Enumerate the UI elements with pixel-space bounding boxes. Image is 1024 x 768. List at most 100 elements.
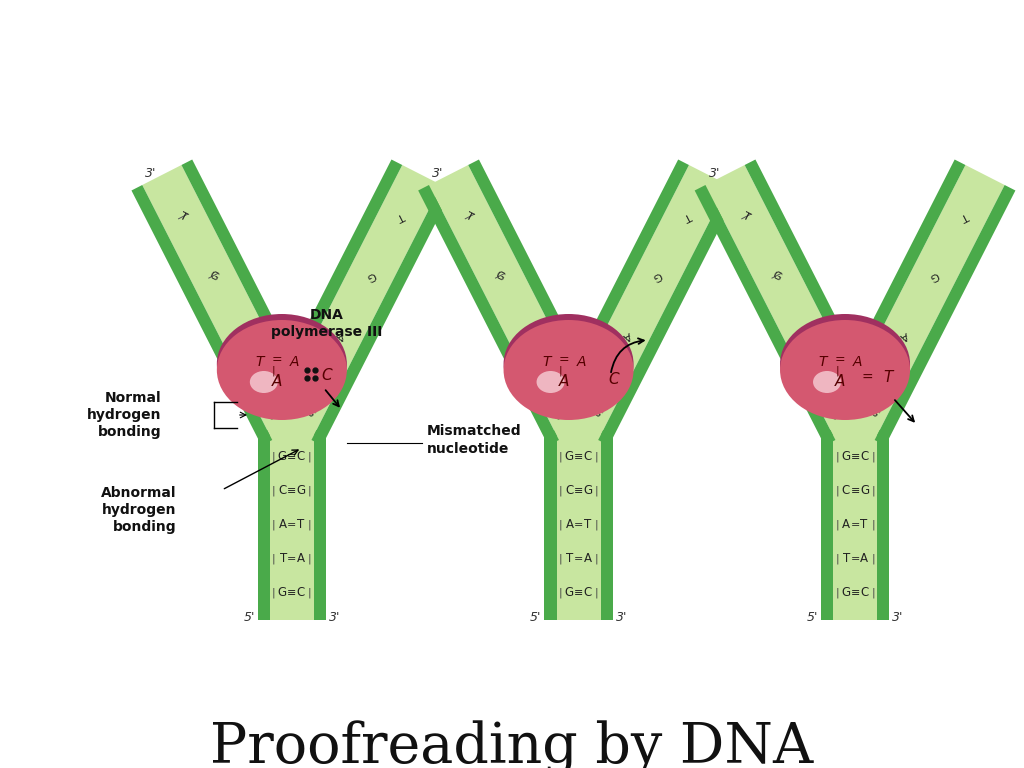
Text: G: G — [841, 587, 850, 600]
Text: G: G — [584, 485, 593, 498]
Text: |: | — [272, 588, 275, 598]
Text: =: = — [835, 353, 846, 366]
Text: T: T — [178, 210, 188, 223]
Text: |: | — [871, 588, 874, 598]
Text: G: G — [928, 270, 940, 282]
Polygon shape — [744, 160, 886, 420]
Text: C: C — [271, 406, 285, 419]
Text: =: = — [271, 353, 283, 366]
Text: =: = — [573, 520, 584, 530]
Text: T: T — [566, 552, 573, 565]
Polygon shape — [313, 430, 326, 620]
Polygon shape — [181, 160, 323, 420]
Text: ≡: ≡ — [573, 588, 584, 598]
Text: ≡: ≡ — [850, 486, 860, 496]
Polygon shape — [142, 165, 311, 440]
Text: A: A — [565, 518, 573, 531]
Text: |: | — [308, 485, 311, 496]
Text: ≡: ≡ — [287, 486, 297, 496]
Text: |: | — [836, 452, 839, 462]
Ellipse shape — [813, 371, 841, 393]
Text: A: A — [835, 375, 845, 389]
Text: |: | — [871, 452, 874, 462]
Text: T: T — [465, 210, 475, 223]
Ellipse shape — [504, 320, 634, 420]
Text: C: C — [584, 451, 592, 464]
Text: |: | — [559, 366, 562, 376]
Text: A: A — [860, 552, 868, 565]
Text: |: | — [836, 554, 839, 564]
Polygon shape — [598, 185, 739, 445]
Text: G: G — [278, 587, 287, 600]
Text: 3': 3' — [892, 611, 903, 624]
Ellipse shape — [780, 320, 910, 420]
Text: |: | — [272, 452, 275, 462]
Text: G: G — [866, 406, 880, 419]
Text: |: | — [871, 520, 874, 530]
Polygon shape — [311, 185, 453, 445]
Ellipse shape — [537, 371, 564, 393]
Text: 5': 5' — [244, 611, 255, 624]
Text: G: G — [297, 485, 306, 498]
Text: T: T — [280, 552, 287, 565]
Polygon shape — [418, 185, 559, 445]
Polygon shape — [874, 185, 1016, 445]
Text: A: A — [335, 329, 346, 341]
Ellipse shape — [217, 314, 347, 414]
Text: T: T — [843, 552, 850, 565]
Text: A: A — [853, 355, 862, 369]
Text: =: = — [861, 371, 872, 385]
Text: T: T — [297, 518, 304, 531]
Ellipse shape — [217, 320, 347, 420]
Text: G: G — [278, 451, 287, 464]
Polygon shape — [272, 165, 441, 440]
Text: T: T — [883, 370, 892, 386]
Text: T: T — [255, 355, 264, 369]
Text: A: A — [271, 375, 282, 389]
Text: ≡: ≡ — [573, 486, 584, 496]
Text: T: T — [958, 210, 969, 223]
Text: A: A — [577, 355, 586, 369]
Text: G: G — [207, 270, 219, 282]
Text: |: | — [272, 366, 275, 376]
Text: 3': 3' — [432, 167, 443, 180]
Text: =: = — [573, 554, 584, 564]
Text: |: | — [272, 485, 275, 496]
Polygon shape — [824, 160, 966, 420]
Polygon shape — [557, 430, 600, 620]
Text: Abnormal
hydrogen
bonding: Abnormal hydrogen bonding — [101, 485, 177, 535]
Text: |: | — [559, 485, 562, 496]
Text: DNA
polymerase III: DNA polymerase III — [271, 308, 383, 339]
Text: C: C — [279, 485, 287, 498]
Text: A: A — [842, 518, 850, 531]
Text: C: C — [297, 451, 305, 464]
Text: T: T — [584, 518, 591, 531]
Text: |: | — [308, 452, 311, 462]
Text: =: = — [850, 554, 860, 564]
Text: |: | — [308, 520, 311, 530]
Text: 3': 3' — [329, 611, 340, 624]
Text: A: A — [801, 329, 812, 341]
Text: ≡: ≡ — [573, 452, 584, 462]
Text: |: | — [595, 554, 598, 564]
Text: A: A — [622, 329, 633, 341]
Text: |: | — [559, 452, 562, 462]
Text: C: C — [558, 406, 571, 419]
Text: 5': 5' — [530, 611, 542, 624]
Text: Mismatched
nucleotide: Mismatched nucleotide — [427, 425, 521, 455]
Text: G: G — [651, 270, 664, 282]
Polygon shape — [706, 165, 874, 440]
Text: T: T — [542, 355, 551, 369]
Text: G: G — [591, 388, 603, 401]
Polygon shape — [468, 160, 609, 420]
Text: |: | — [836, 485, 839, 496]
Text: A: A — [279, 518, 287, 531]
Text: G: G — [860, 485, 869, 498]
Polygon shape — [694, 185, 836, 445]
Text: Proofreading by DNA
polymerase III: Proofreading by DNA polymerase III — [210, 720, 814, 768]
Text: C: C — [322, 368, 333, 382]
Text: Normal
hydrogen
bonding: Normal hydrogen bonding — [87, 391, 162, 439]
Text: =: = — [558, 353, 569, 366]
Text: ≡: ≡ — [850, 452, 860, 462]
Text: C: C — [831, 388, 843, 401]
